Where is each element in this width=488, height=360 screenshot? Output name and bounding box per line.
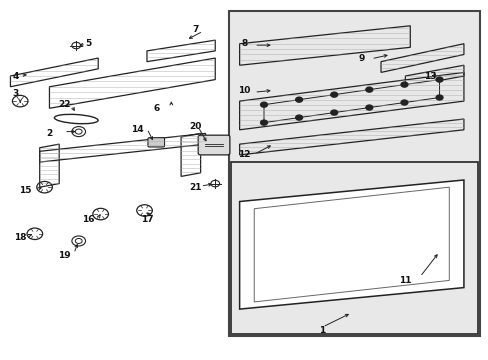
Circle shape bbox=[260, 102, 267, 107]
Text: 17: 17 bbox=[141, 215, 153, 224]
Text: 8: 8 bbox=[241, 39, 247, 48]
Text: 12: 12 bbox=[238, 150, 250, 159]
Circle shape bbox=[435, 95, 442, 100]
Polygon shape bbox=[264, 80, 439, 123]
Text: 6: 6 bbox=[153, 104, 160, 113]
Circle shape bbox=[295, 97, 302, 102]
Circle shape bbox=[295, 115, 302, 120]
Text: 18: 18 bbox=[14, 233, 26, 242]
Text: 5: 5 bbox=[85, 39, 91, 48]
Polygon shape bbox=[239, 180, 463, 309]
Text: 2: 2 bbox=[46, 129, 53, 138]
Text: 14: 14 bbox=[131, 125, 143, 134]
Text: 19: 19 bbox=[58, 251, 70, 260]
Text: 11: 11 bbox=[398, 276, 411, 285]
FancyBboxPatch shape bbox=[198, 135, 229, 155]
Circle shape bbox=[365, 87, 372, 92]
Text: 1: 1 bbox=[319, 326, 325, 335]
Circle shape bbox=[435, 77, 442, 82]
Text: 20: 20 bbox=[189, 122, 202, 131]
Text: 15: 15 bbox=[19, 186, 31, 195]
Text: 7: 7 bbox=[192, 25, 199, 34]
Text: 10: 10 bbox=[238, 86, 250, 95]
Circle shape bbox=[330, 110, 337, 115]
Circle shape bbox=[400, 82, 407, 87]
Text: 13: 13 bbox=[423, 72, 435, 81]
Text: 9: 9 bbox=[358, 54, 364, 63]
FancyBboxPatch shape bbox=[228, 12, 479, 336]
Text: 3: 3 bbox=[12, 89, 19, 98]
Text: 4: 4 bbox=[12, 72, 19, 81]
Text: 16: 16 bbox=[82, 215, 95, 224]
Circle shape bbox=[365, 105, 372, 110]
Circle shape bbox=[330, 92, 337, 97]
Text: 21: 21 bbox=[189, 183, 202, 192]
Circle shape bbox=[400, 100, 407, 105]
FancyBboxPatch shape bbox=[148, 138, 164, 147]
Text: 22: 22 bbox=[58, 100, 70, 109]
Circle shape bbox=[260, 120, 267, 125]
